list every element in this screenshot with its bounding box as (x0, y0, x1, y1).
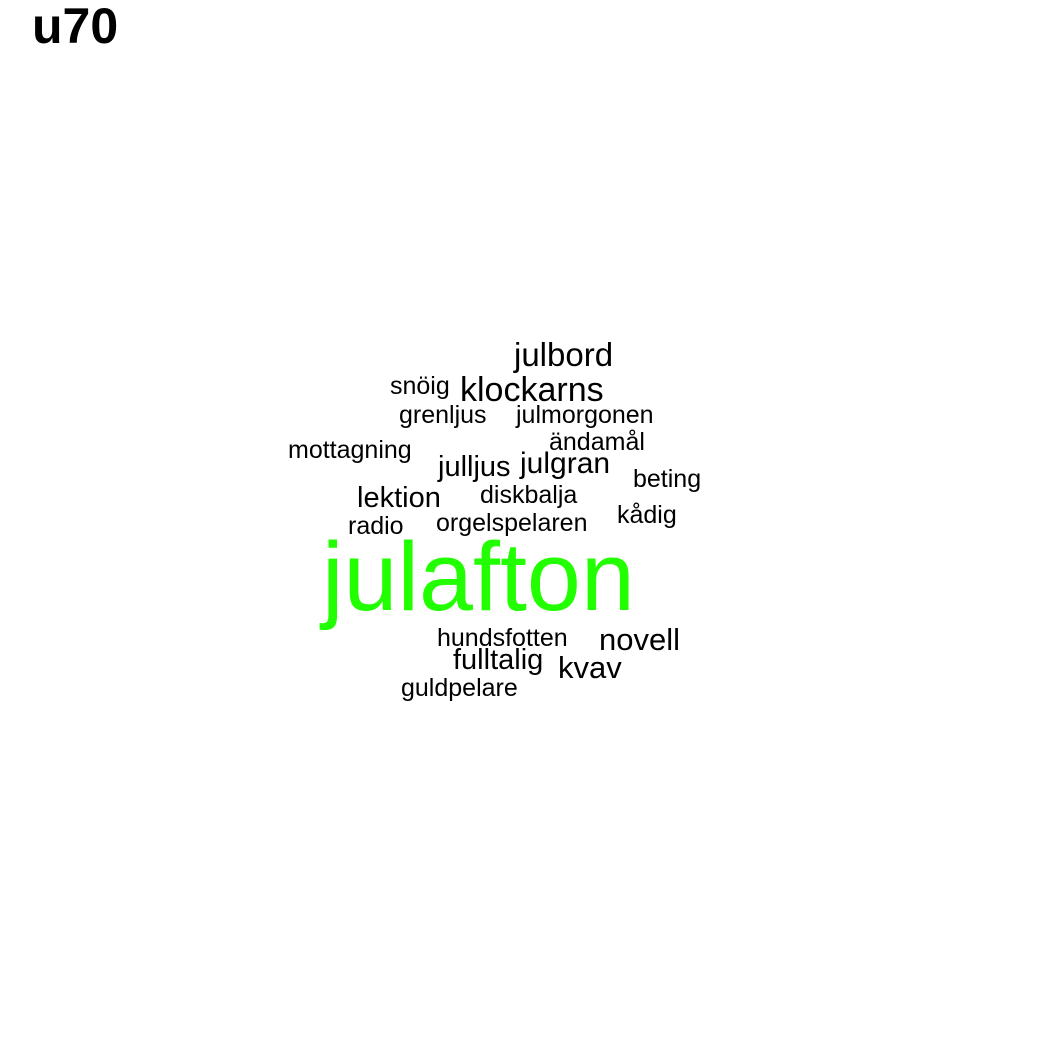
word-grenljus: grenljus (399, 401, 487, 429)
word-snoig: snöig (390, 372, 450, 400)
word-lektion: lektion (357, 482, 441, 514)
word-radio: radio (348, 512, 404, 540)
word-julbord: julbord (514, 336, 614, 373)
word-julljus: julljus (438, 451, 511, 483)
word-kvav: kvav (558, 650, 622, 685)
word-julgran: julgran (520, 447, 611, 480)
page-title: u70 (32, 0, 119, 54)
word-beting: beting (633, 465, 702, 493)
word-julafton: julafton (322, 522, 635, 631)
word-orgelspelaren: orgelspelaren (436, 509, 588, 537)
word-guldpelare: guldpelare (401, 674, 518, 702)
word-julmorgonen: julmorgonen (516, 401, 654, 429)
word-diskbalja: diskbalja (480, 481, 578, 509)
word-klockarns: klockarns (460, 371, 604, 409)
word-hundsfotten: hundsfotten (437, 624, 568, 652)
word-andamal: ändamål (549, 428, 645, 456)
word-mottagning: mottagning (288, 436, 412, 464)
word-novell: novell (599, 622, 680, 657)
word-fulltalig: fulltalig (453, 644, 544, 676)
word-kadig: kådig (617, 501, 677, 529)
